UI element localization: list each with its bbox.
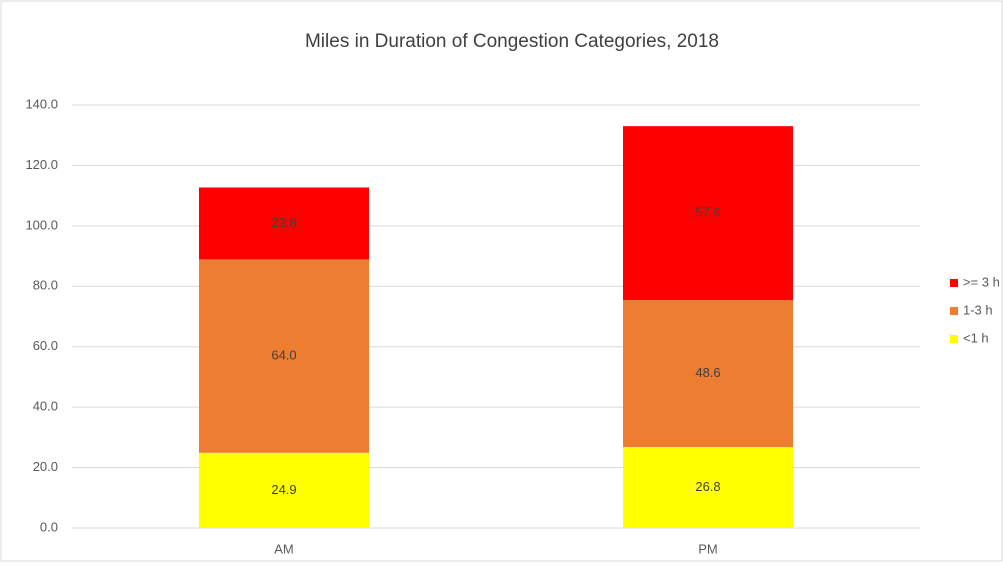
x-tick-label: AM — [274, 541, 294, 556]
y-tick-label: 100.0 — [25, 217, 58, 232]
data-label: 24.9 — [271, 482, 296, 497]
data-label: 23.8 — [271, 215, 296, 230]
bar-segment — [199, 452, 369, 528]
legend-label: >= 3 h — [963, 274, 1000, 289]
y-tick-label: 140.0 — [25, 96, 58, 111]
chart-title: Miles in Duration of Congestion Categori… — [305, 31, 719, 52]
legend-label: <1 h — [963, 330, 989, 345]
data-label: 48.6 — [695, 365, 720, 380]
y-tick-label: 80.0 — [33, 278, 58, 293]
data-label: 57.6 — [695, 205, 720, 220]
bar-segment — [623, 126, 793, 301]
data-label: 26.8 — [695, 479, 720, 494]
legend-swatch — [950, 279, 958, 287]
x-tick-label: PM — [698, 541, 718, 556]
bar-segment — [199, 259, 369, 453]
legend-swatch — [950, 335, 958, 343]
y-tick-label: 60.0 — [33, 338, 58, 353]
bar-segment — [199, 187, 369, 260]
bar-segment — [623, 447, 793, 528]
y-tick-label: 0.0 — [40, 519, 58, 534]
y-tick-label: 120.0 — [25, 157, 58, 172]
y-tick-label: 40.0 — [33, 399, 58, 414]
y-tick-label: 20.0 — [33, 459, 58, 474]
legend-swatch — [950, 307, 958, 315]
legend-label: 1-3 h — [963, 302, 993, 317]
data-label: 64.0 — [271, 348, 296, 363]
bar-segment — [623, 300, 793, 448]
